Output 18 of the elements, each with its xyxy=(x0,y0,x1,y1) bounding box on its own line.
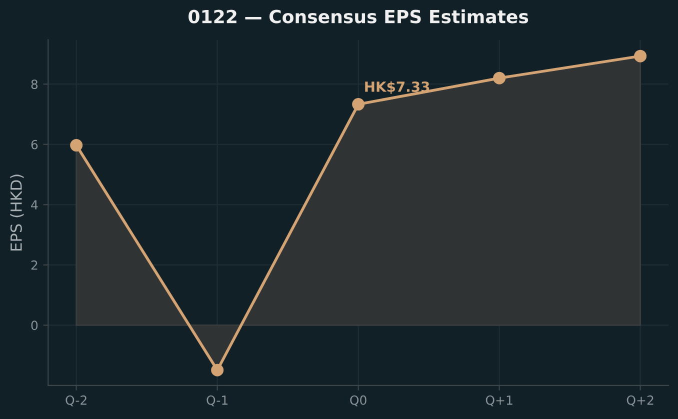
point xyxy=(493,72,506,84)
y-axis-title: EPS (HKD) xyxy=(10,174,24,250)
point xyxy=(70,139,83,152)
y-tick-label: 0 xyxy=(31,320,38,330)
point xyxy=(352,98,365,111)
x-tick-label: Q+1 xyxy=(486,395,512,406)
y-tick-label: 6 xyxy=(31,140,38,150)
point xyxy=(211,364,224,376)
y-tick-label: 4 xyxy=(31,200,38,210)
chart-title: 0122 — Consensus EPS Estimates xyxy=(188,9,528,24)
annotation: HK$7.33 xyxy=(365,81,430,94)
x-tick-label: Q0 xyxy=(350,395,366,406)
x-tick-label: Q-1 xyxy=(206,395,228,406)
y-tick-label: 2 xyxy=(31,260,38,270)
point xyxy=(634,50,647,62)
x-tick-label: Q-2 xyxy=(66,395,86,406)
x-tick-label: Q+2 xyxy=(626,395,654,406)
y-tick-label: 8 xyxy=(31,80,38,90)
